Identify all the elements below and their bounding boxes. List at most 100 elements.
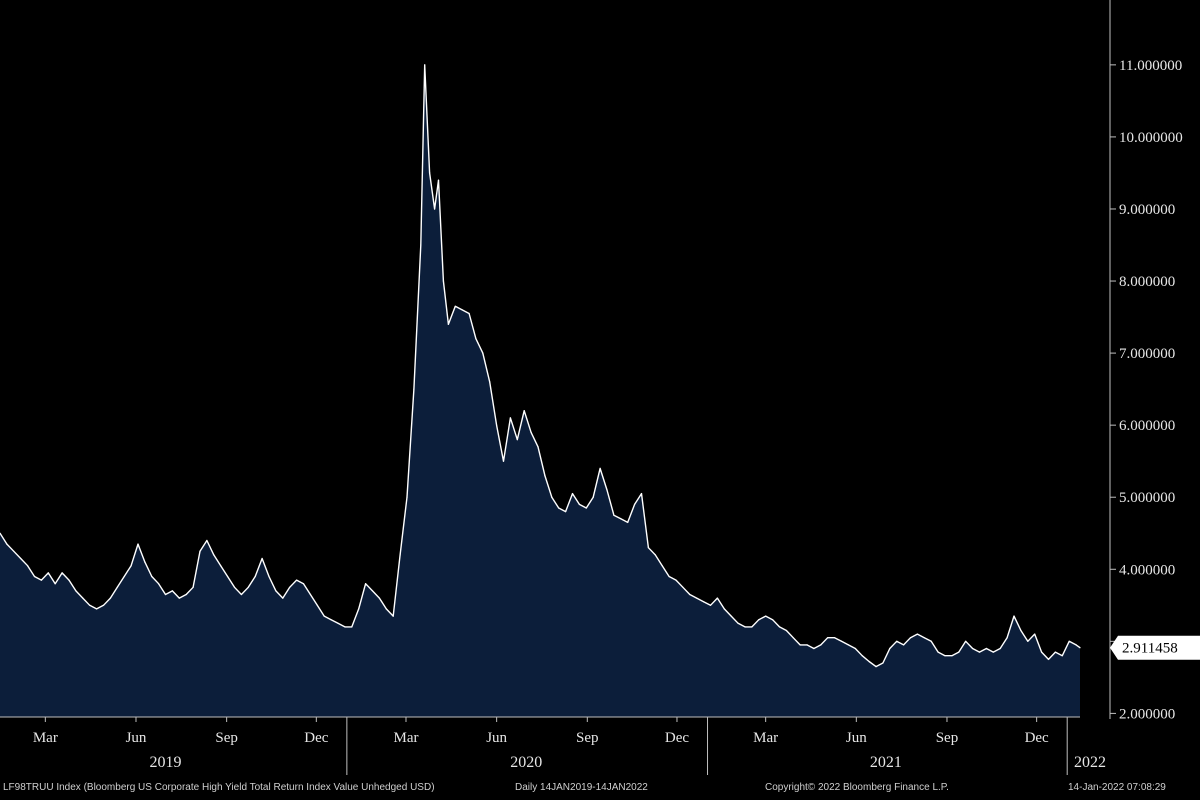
data-point [489, 381, 491, 383]
data-point [551, 496, 553, 498]
x-year-label: 2021 [870, 754, 902, 771]
data-point [709, 604, 712, 606]
data-point [482, 352, 484, 354]
data-point [772, 619, 774, 621]
data-point [592, 496, 594, 498]
y-tick-label: 10.000000 [1119, 130, 1183, 146]
data-point [1061, 655, 1063, 657]
x-axis: Mar Jun Sep Dec Mar Jun Sep Dec Mar Jun Sep Dec 2019… [0, 716, 1106, 775]
data-point [454, 305, 456, 307]
x-tick-label: Sep [215, 730, 238, 746]
data-point [82, 597, 84, 599]
data-point [558, 507, 560, 509]
data-point [323, 615, 325, 617]
data-point [1079, 647, 1081, 649]
x-year-label: 2020 [510, 754, 542, 771]
data-point [1047, 658, 1050, 661]
data-point [158, 583, 160, 585]
data-point [289, 586, 291, 588]
data-point [675, 579, 677, 581]
data-point [89, 604, 91, 606]
data-point [192, 586, 194, 588]
data-point [96, 608, 98, 610]
data-point [716, 597, 719, 599]
data-point [820, 644, 822, 646]
data-point [972, 647, 974, 650]
data-point [785, 629, 788, 632]
data-point [27, 565, 29, 567]
data-point [578, 503, 581, 505]
data-point [854, 647, 856, 650]
data-point [1041, 651, 1043, 653]
data-point [758, 619, 760, 621]
data-point [999, 647, 1001, 650]
last-value-label: 2.911458 [1122, 641, 1178, 657]
data-point [730, 615, 732, 617]
data-point [109, 597, 111, 599]
data-point [206, 539, 208, 542]
x-tick-label: Dec [665, 730, 689, 746]
data-point [744, 626, 746, 628]
y-tick-label: 4.000000 [1119, 562, 1175, 578]
data-point [437, 179, 440, 181]
data-point [434, 208, 436, 210]
y-axis: 2.0000003.0000004.0000005.0000006.000000… [1109, 0, 1200, 722]
data-point [903, 644, 905, 646]
data-point [737, 622, 739, 624]
y-tick-label: 9.000000 [1119, 202, 1175, 218]
data-point [75, 590, 77, 592]
data-point [309, 593, 311, 596]
data-point [68, 579, 70, 581]
data-point [254, 575, 256, 578]
data-point [723, 608, 725, 610]
data-point [978, 651, 981, 653]
last-value-marker [1110, 635, 1200, 660]
data-point [399, 554, 401, 556]
data-point [896, 640, 898, 642]
data-point [654, 554, 656, 556]
data-point [537, 446, 539, 448]
data-point [882, 662, 884, 664]
data-point [40, 579, 43, 581]
data-point [378, 597, 380, 599]
data-point [447, 323, 449, 325]
data-point [442, 280, 444, 282]
x-tick-label: Sep [936, 730, 959, 746]
footer-copyright: Copyright© 2022 Bloomberg Finance L.P. [765, 782, 949, 793]
data-point [565, 511, 567, 513]
y-tick-label: 7.000000 [1119, 346, 1175, 362]
data-point [937, 651, 939, 653]
data-point [385, 608, 387, 610]
data-point [164, 593, 167, 596]
area-layer [0, 64, 1081, 717]
series-line [0, 64, 1081, 668]
data-point [620, 518, 622, 520]
data-point [965, 640, 967, 642]
data-point [475, 338, 477, 340]
data-point [33, 575, 36, 578]
data-point [0, 532, 1, 534]
data-point [751, 626, 753, 628]
data-point [406, 496, 408, 498]
x-tick-label: Dec [304, 730, 328, 746]
x-tick-label: Mar [33, 730, 58, 746]
series-area [0, 64, 1080, 717]
y-tick-label: 8.000000 [1119, 274, 1175, 290]
data-point [130, 565, 132, 567]
data-point [302, 583, 305, 585]
x-tick-label: Dec [1025, 730, 1049, 746]
data-point [116, 586, 118, 588]
data-point [316, 604, 318, 606]
x-tick-label: Mar [753, 730, 778, 746]
data-point [861, 655, 863, 657]
data-point [765, 615, 767, 617]
x-tick-label: Jun [846, 730, 867, 746]
data-point [365, 583, 367, 585]
data-point [930, 640, 932, 642]
data-point [337, 622, 339, 624]
data-point [640, 493, 643, 495]
data-point [13, 550, 15, 552]
data-point [958, 651, 960, 653]
data-point [20, 557, 22, 560]
